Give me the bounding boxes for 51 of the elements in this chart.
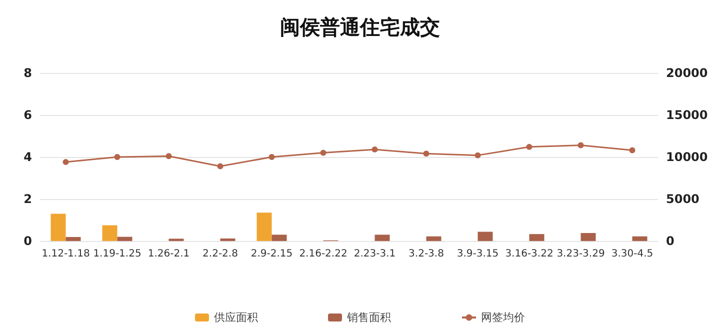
legend-label: 销售面积 xyxy=(346,311,391,324)
point xyxy=(320,150,326,156)
x-tick-label: 1.26-2.1 xyxy=(148,248,190,260)
bar xyxy=(50,214,66,241)
x-tick-label: 2.2-2.8 xyxy=(202,248,238,260)
y2-tick-label: 0 xyxy=(666,234,674,248)
x-tick-label: 2.16-2.22 xyxy=(299,248,348,260)
bar xyxy=(66,237,81,241)
point xyxy=(114,154,120,160)
y-tick-label: 8 xyxy=(24,66,32,80)
x-tick-label: 2.23-3.1 xyxy=(354,248,396,260)
x-tick-label: 3.30-4.5 xyxy=(611,248,654,260)
bar xyxy=(632,236,648,241)
point xyxy=(629,147,636,154)
legend-label: 供应面积 xyxy=(214,311,258,324)
point xyxy=(578,142,584,148)
y-tick-label: 0 xyxy=(24,234,32,248)
bar xyxy=(426,236,442,241)
x-tick-label: 3.9-3.15 xyxy=(456,248,499,260)
y2-tick-label: 20000 xyxy=(666,66,708,80)
point xyxy=(62,159,69,166)
bar xyxy=(117,236,132,241)
x-tick-label: 1.12-1.18 xyxy=(42,248,90,260)
legend-label: 网签均价 xyxy=(481,311,525,324)
point xyxy=(268,154,275,160)
x-tick-label: 3.2-3.8 xyxy=(408,248,444,260)
bar xyxy=(220,238,236,241)
x-tick-label: 2.9-2.15 xyxy=(250,248,293,260)
bar xyxy=(256,212,272,241)
y-tick-label: 4 xyxy=(24,150,32,164)
bar xyxy=(102,225,118,241)
x-tick-label: 1.19-1.25 xyxy=(93,248,142,260)
bar xyxy=(478,232,493,241)
y2-tick-label: 15000 xyxy=(666,108,708,122)
y-tick-label: 2 xyxy=(24,192,32,206)
bar xyxy=(374,234,390,241)
y2-tick-label: 5000 xyxy=(666,192,700,206)
x-tick-label: 3.23-3.29 xyxy=(556,248,605,260)
point xyxy=(474,152,481,158)
point xyxy=(526,144,532,150)
point xyxy=(166,153,172,160)
bar xyxy=(580,233,596,241)
x-tick-label: 3.16-3.22 xyxy=(505,248,554,260)
y-tick-label: 6 xyxy=(24,108,32,122)
point xyxy=(423,150,430,157)
bar xyxy=(272,234,287,241)
point xyxy=(372,146,378,152)
bar xyxy=(529,234,544,241)
point xyxy=(217,163,224,170)
y2-tick-label: 10000 xyxy=(666,150,708,164)
chart-title: 闽侯普通住宅成交 xyxy=(280,15,440,39)
